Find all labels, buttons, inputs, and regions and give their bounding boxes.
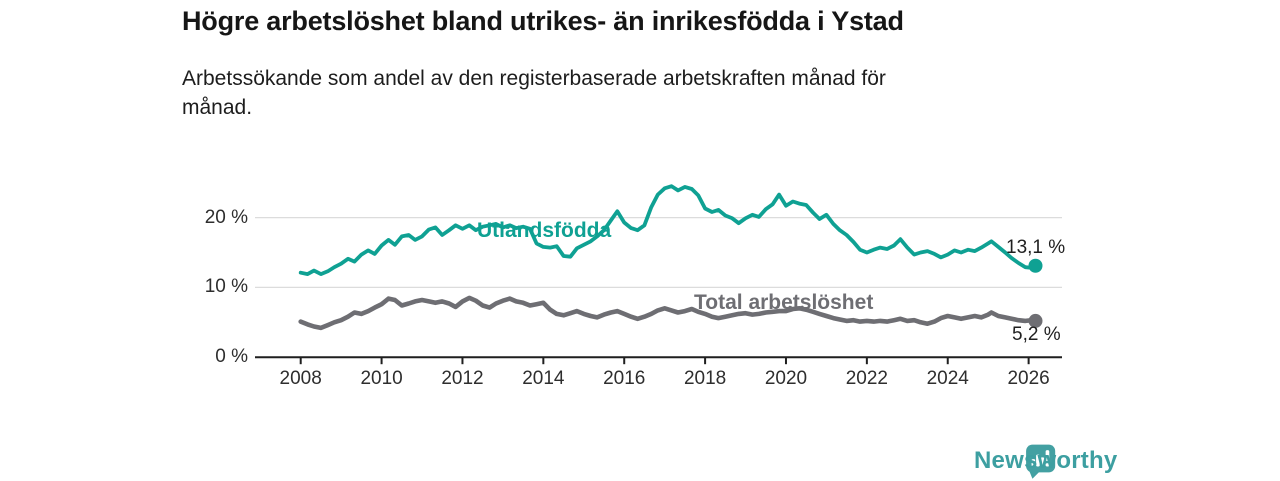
x-tick-label: 2016 (603, 368, 646, 389)
x-tick-label: 2018 (683, 368, 727, 389)
y-tick-label: 10 % (204, 276, 248, 298)
y-tick-label: 0 % (215, 346, 248, 368)
value-label-total-arbetsloshet: 5,2 % (1012, 324, 1061, 345)
series-line-utlandsfodda (298, 184, 1038, 276)
series-endpoint-dot-utlandsfodda (1028, 258, 1043, 273)
newsworthy-logo-icon (1026, 444, 1056, 479)
series-line-total-arbetsloshet (298, 295, 1038, 331)
x-tick-label: 2022 (845, 368, 888, 389)
series-label-utlandsfodda: Utlandsfödda (477, 219, 612, 242)
x-tick-label: 2026 (1007, 368, 1050, 389)
x-tick-label: 2012 (441, 368, 484, 389)
x-tick-label: 2010 (360, 368, 403, 389)
x-tick-label: 2008 (279, 368, 322, 389)
x-tick-label: 2014 (522, 368, 565, 389)
chart-subtitle: Arbetssökande som andel av den registerb… (182, 67, 886, 119)
y-tick-label: 20 % (204, 206, 248, 228)
series-endpoint-dot-total-arbetsloshet (1028, 313, 1043, 328)
x-tick-label: 2020 (764, 368, 808, 389)
series-label-total-arbetsloshet: Total arbetslöshet (694, 291, 874, 314)
x-tick-label: 2024 (926, 368, 969, 389)
brand-name: Newsworthy (974, 447, 1118, 474)
value-label-utlandsfodda: 13,1 % (1006, 237, 1066, 258)
chart-title: Högre arbetslöshet bland utrikes- än inr… (182, 6, 904, 36)
